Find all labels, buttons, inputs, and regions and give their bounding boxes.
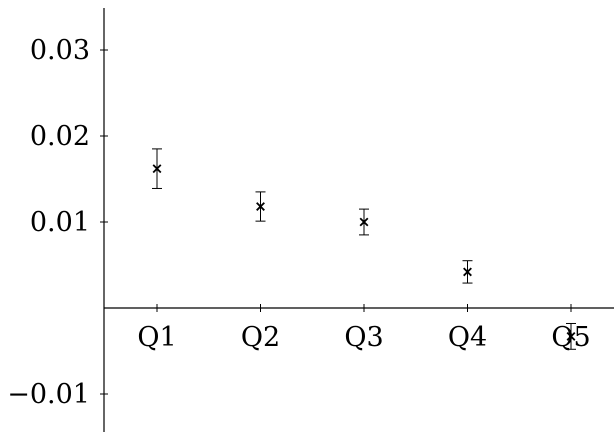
y-tick-label: 0.02 (30, 121, 90, 152)
data-point (359, 217, 369, 227)
y-tick-label: 0.03 (30, 35, 90, 66)
x-tick-label: Q2 (241, 322, 280, 353)
x-tick-label: Q4 (448, 322, 487, 353)
data-point-stroke (256, 202, 265, 211)
data-point-stroke (359, 217, 369, 227)
data-point (256, 202, 265, 211)
data-point-stroke (152, 164, 162, 174)
y-tick-label: 0.01 (30, 207, 90, 238)
x-tick-label: Q5 (551, 322, 590, 353)
y-tick-label: −0.01 (7, 379, 90, 410)
data-point (152, 164, 162, 174)
data-point (463, 267, 472, 277)
data-point-stroke (566, 331, 576, 341)
data-point-stroke (463, 267, 472, 277)
data-point (566, 331, 576, 341)
x-tick-label: Q3 (344, 322, 383, 353)
x-tick-label: Q1 (137, 322, 176, 353)
